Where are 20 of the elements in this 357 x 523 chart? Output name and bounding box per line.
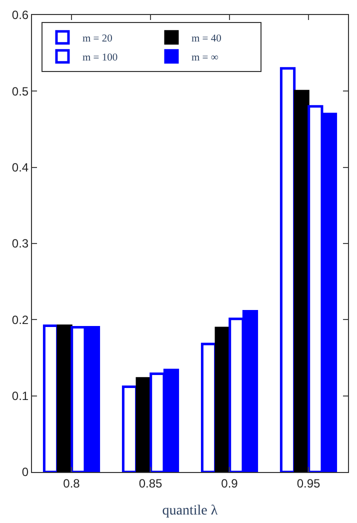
y-tick-label: 0.5 <box>12 84 29 98</box>
bar <box>280 67 296 472</box>
legend-label: m = 100 <box>82 52 118 64</box>
legend-label: m = 20 <box>82 33 112 44</box>
x-tick-label: 0.8 <box>63 476 80 490</box>
x-axis-title: quantile λ <box>162 504 218 519</box>
y-tick-label: 0.4 <box>12 160 29 175</box>
x-tick-label: 0.85 <box>138 476 162 490</box>
legend-label: m = 40 <box>191 33 222 44</box>
bar <box>42 324 59 472</box>
x-tick-label: 0.95 <box>296 476 320 490</box>
bar <box>200 342 217 472</box>
y-tick-label: 0.1 <box>12 389 29 404</box>
y-tick-label: 0.2 <box>12 312 29 327</box>
legend-label: m = ∞ <box>191 52 219 64</box>
bar <box>122 385 138 472</box>
y-tick-label: 0.3 <box>12 236 29 251</box>
y-tick-label: 0.6 <box>12 8 29 22</box>
y-tick-label: 0 <box>22 465 29 480</box>
x-tick-label: 0.9 <box>221 476 238 490</box>
